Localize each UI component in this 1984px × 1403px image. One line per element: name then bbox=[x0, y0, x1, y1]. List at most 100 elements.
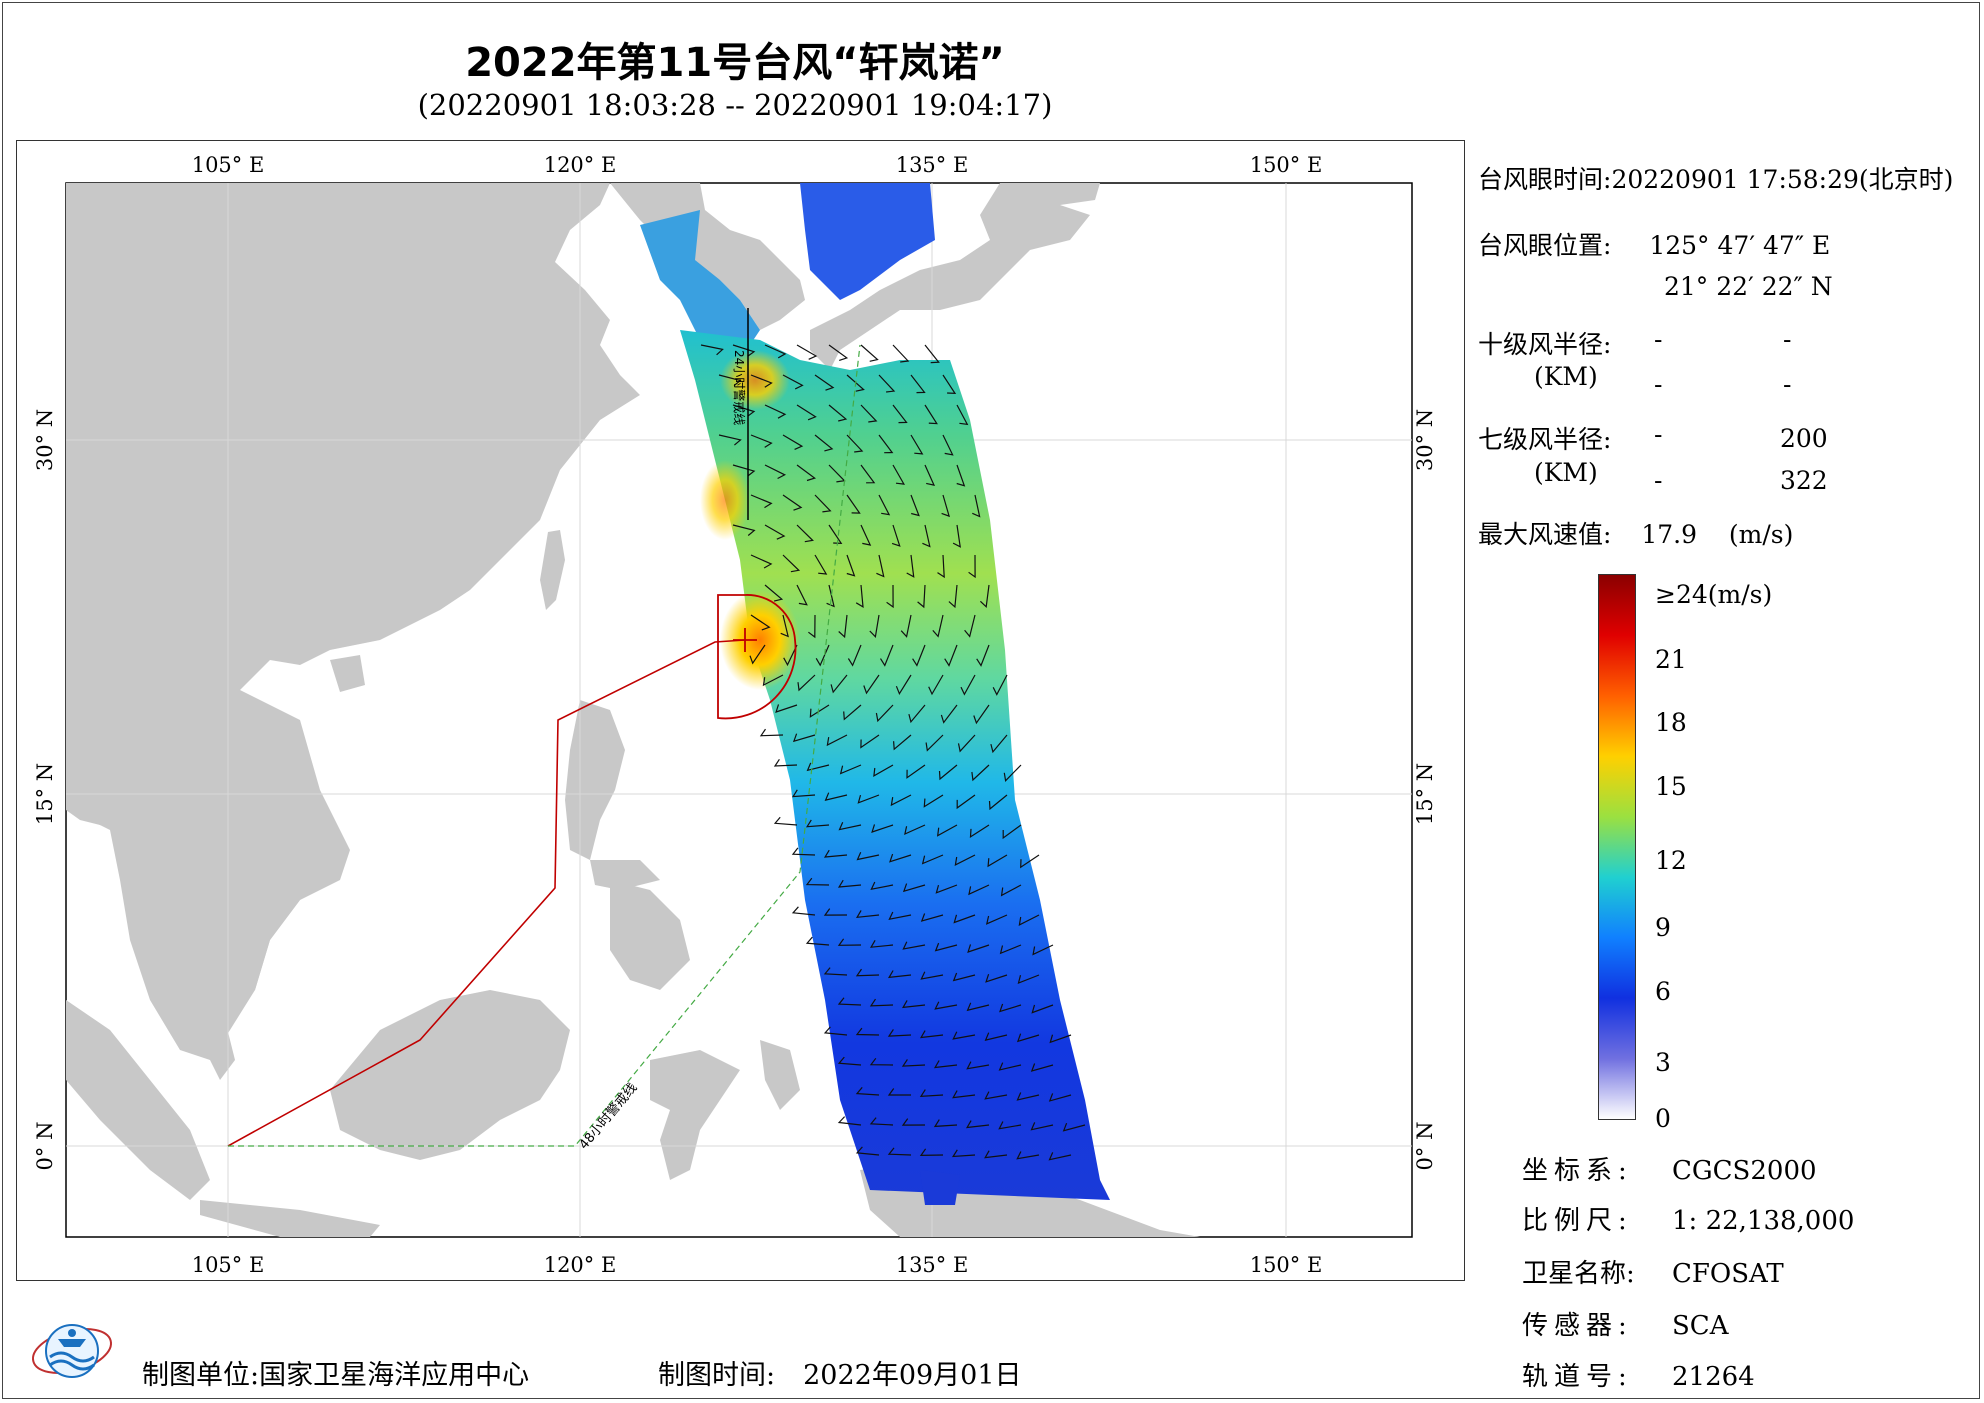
wind-barb bbox=[951, 1149, 976, 1158]
eye-time-row: 台风眼时间:20220901 17:58:29(北京时) bbox=[1478, 160, 1953, 196]
wind-barb bbox=[892, 464, 906, 485]
wind-barb bbox=[953, 914, 976, 924]
wind-barb bbox=[932, 614, 944, 638]
colorbar-label-9: 9 bbox=[1655, 913, 1671, 942]
wind-barb bbox=[773, 816, 798, 826]
wind-barb bbox=[839, 764, 862, 775]
r7-value-3: - bbox=[1654, 466, 1663, 495]
wind-barb bbox=[920, 971, 944, 980]
sensor-label: 传感器: bbox=[1522, 1311, 1633, 1341]
wind-barb bbox=[971, 764, 990, 782]
wind-barb bbox=[942, 434, 954, 456]
colorbar-label-3: 3 bbox=[1655, 1048, 1671, 1077]
wind-barb bbox=[892, 344, 910, 363]
wind-barb bbox=[1048, 1152, 1072, 1161]
wind-barb bbox=[860, 734, 880, 749]
max-wind-row: 最大风速值: 17.9 (m/s) bbox=[1478, 515, 1793, 551]
wind-field-map[interactable]: 24小时警戒线 48小时警戒线 105° E 120° E 135° E 150… bbox=[0, 0, 1470, 1290]
wind-barb bbox=[944, 644, 958, 667]
wind-barb bbox=[828, 404, 848, 422]
wind-barb bbox=[823, 908, 848, 916]
wind-barb bbox=[782, 494, 803, 511]
wind-barb bbox=[791, 847, 816, 856]
wind-barb bbox=[1030, 1122, 1054, 1131]
typhoon-eye-marker[interactable] bbox=[733, 628, 757, 652]
wind-barb bbox=[815, 644, 830, 667]
wind-barb bbox=[919, 1030, 944, 1039]
map-subtitle: (20220901 18:03:28 -- 20220901 19:04:17) bbox=[417, 88, 1053, 122]
wind-barb bbox=[749, 644, 766, 665]
wind-barb bbox=[985, 914, 1008, 925]
wind-barb bbox=[782, 554, 801, 573]
wind-barb bbox=[869, 1057, 894, 1066]
wind-barb bbox=[952, 972, 976, 982]
wind-barb bbox=[823, 1026, 848, 1036]
wind-barb bbox=[732, 344, 756, 357]
mindanao bbox=[610, 880, 690, 990]
wind-barb bbox=[954, 854, 976, 866]
sensor-value: SCA bbox=[1672, 1311, 1729, 1341]
warning-line-48h-green bbox=[228, 344, 861, 1147]
wind-barb bbox=[908, 704, 926, 724]
wind-barb bbox=[925, 734, 944, 752]
wind-barb bbox=[837, 997, 862, 1006]
wind-barb bbox=[878, 434, 894, 454]
wind-barb bbox=[871, 824, 894, 833]
wind-barb bbox=[968, 554, 976, 579]
wind-barb bbox=[855, 910, 880, 919]
wind-barb bbox=[933, 1060, 958, 1069]
wind-barb bbox=[876, 554, 885, 578]
wind-barb bbox=[855, 584, 864, 609]
wind-barb bbox=[796, 344, 818, 360]
wind-barb bbox=[732, 404, 756, 417]
lat-tick-right-0: 0° N bbox=[1413, 1122, 1437, 1171]
wind-barb bbox=[750, 374, 773, 388]
halmahera bbox=[760, 1040, 800, 1110]
satellite-label: 卫星名称: bbox=[1522, 1259, 1635, 1289]
r10-label: 十级风半径: bbox=[1478, 330, 1612, 359]
wind-barb bbox=[900, 614, 912, 638]
wind-barb bbox=[879, 644, 894, 667]
crs-label: 坐标系: bbox=[1522, 1156, 1633, 1186]
wind-barb bbox=[999, 1003, 1022, 1013]
wind-barb bbox=[935, 884, 958, 894]
swath-sea-of-japan bbox=[800, 183, 935, 300]
lon-tick-bottom-105: 105° E bbox=[192, 1253, 265, 1277]
wind-barb bbox=[910, 494, 920, 517]
colorbar-label-0: 0 bbox=[1655, 1104, 1671, 1133]
lon-tick-top-135: 135° E bbox=[896, 153, 969, 177]
wind-barb bbox=[906, 554, 915, 578]
wind-barb bbox=[837, 938, 862, 946]
r10-unit: (KM) bbox=[1534, 362, 1598, 391]
wind-barb bbox=[869, 998, 894, 1007]
wind-barb bbox=[838, 822, 862, 831]
wind-barb bbox=[1016, 1151, 1040, 1160]
colorbar-label-21: 21 bbox=[1655, 645, 1687, 674]
max-wind-value: 17.9 bbox=[1641, 520, 1698, 549]
satellite-value: CFOSAT bbox=[1672, 1259, 1784, 1289]
high-wind-north bbox=[720, 350, 790, 410]
nsoas-logo bbox=[32, 1324, 112, 1378]
wind-barb bbox=[957, 734, 976, 753]
wind-barb bbox=[972, 494, 981, 518]
crs-row: 坐标系: CGCS2000 bbox=[1522, 1150, 1817, 1187]
r7-value-2: 200 bbox=[1780, 424, 1828, 453]
wind-barb bbox=[814, 554, 828, 575]
eye-position-label: 台风眼位置: bbox=[1478, 231, 1612, 260]
wind-barb bbox=[902, 883, 926, 893]
lon-tick-top-150: 150° E bbox=[1250, 153, 1323, 177]
lat-tick-right-15: 15° N bbox=[1413, 763, 1437, 825]
wind-barb bbox=[1016, 1092, 1040, 1101]
wind-barb bbox=[976, 644, 990, 667]
lon-tick-bottom-120: 120° E bbox=[544, 1253, 617, 1277]
wind-barb bbox=[969, 824, 990, 839]
wind-barb bbox=[1017, 974, 1040, 984]
wind-barb bbox=[901, 1059, 926, 1067]
indochina bbox=[66, 690, 350, 1000]
wind-barb bbox=[901, 1118, 926, 1126]
wind-barb bbox=[823, 849, 848, 858]
land-layer bbox=[66, 183, 1200, 1237]
wind-barb bbox=[1002, 824, 1022, 840]
wind-barb bbox=[1062, 1122, 1086, 1132]
